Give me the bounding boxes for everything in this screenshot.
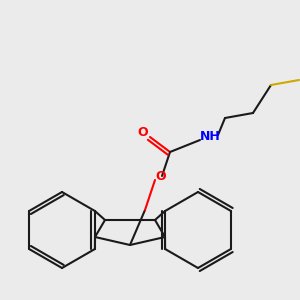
Text: O: O [156, 170, 166, 184]
Text: S: S [299, 70, 300, 83]
Text: O: O [138, 127, 148, 140]
Text: NH: NH [200, 130, 220, 143]
